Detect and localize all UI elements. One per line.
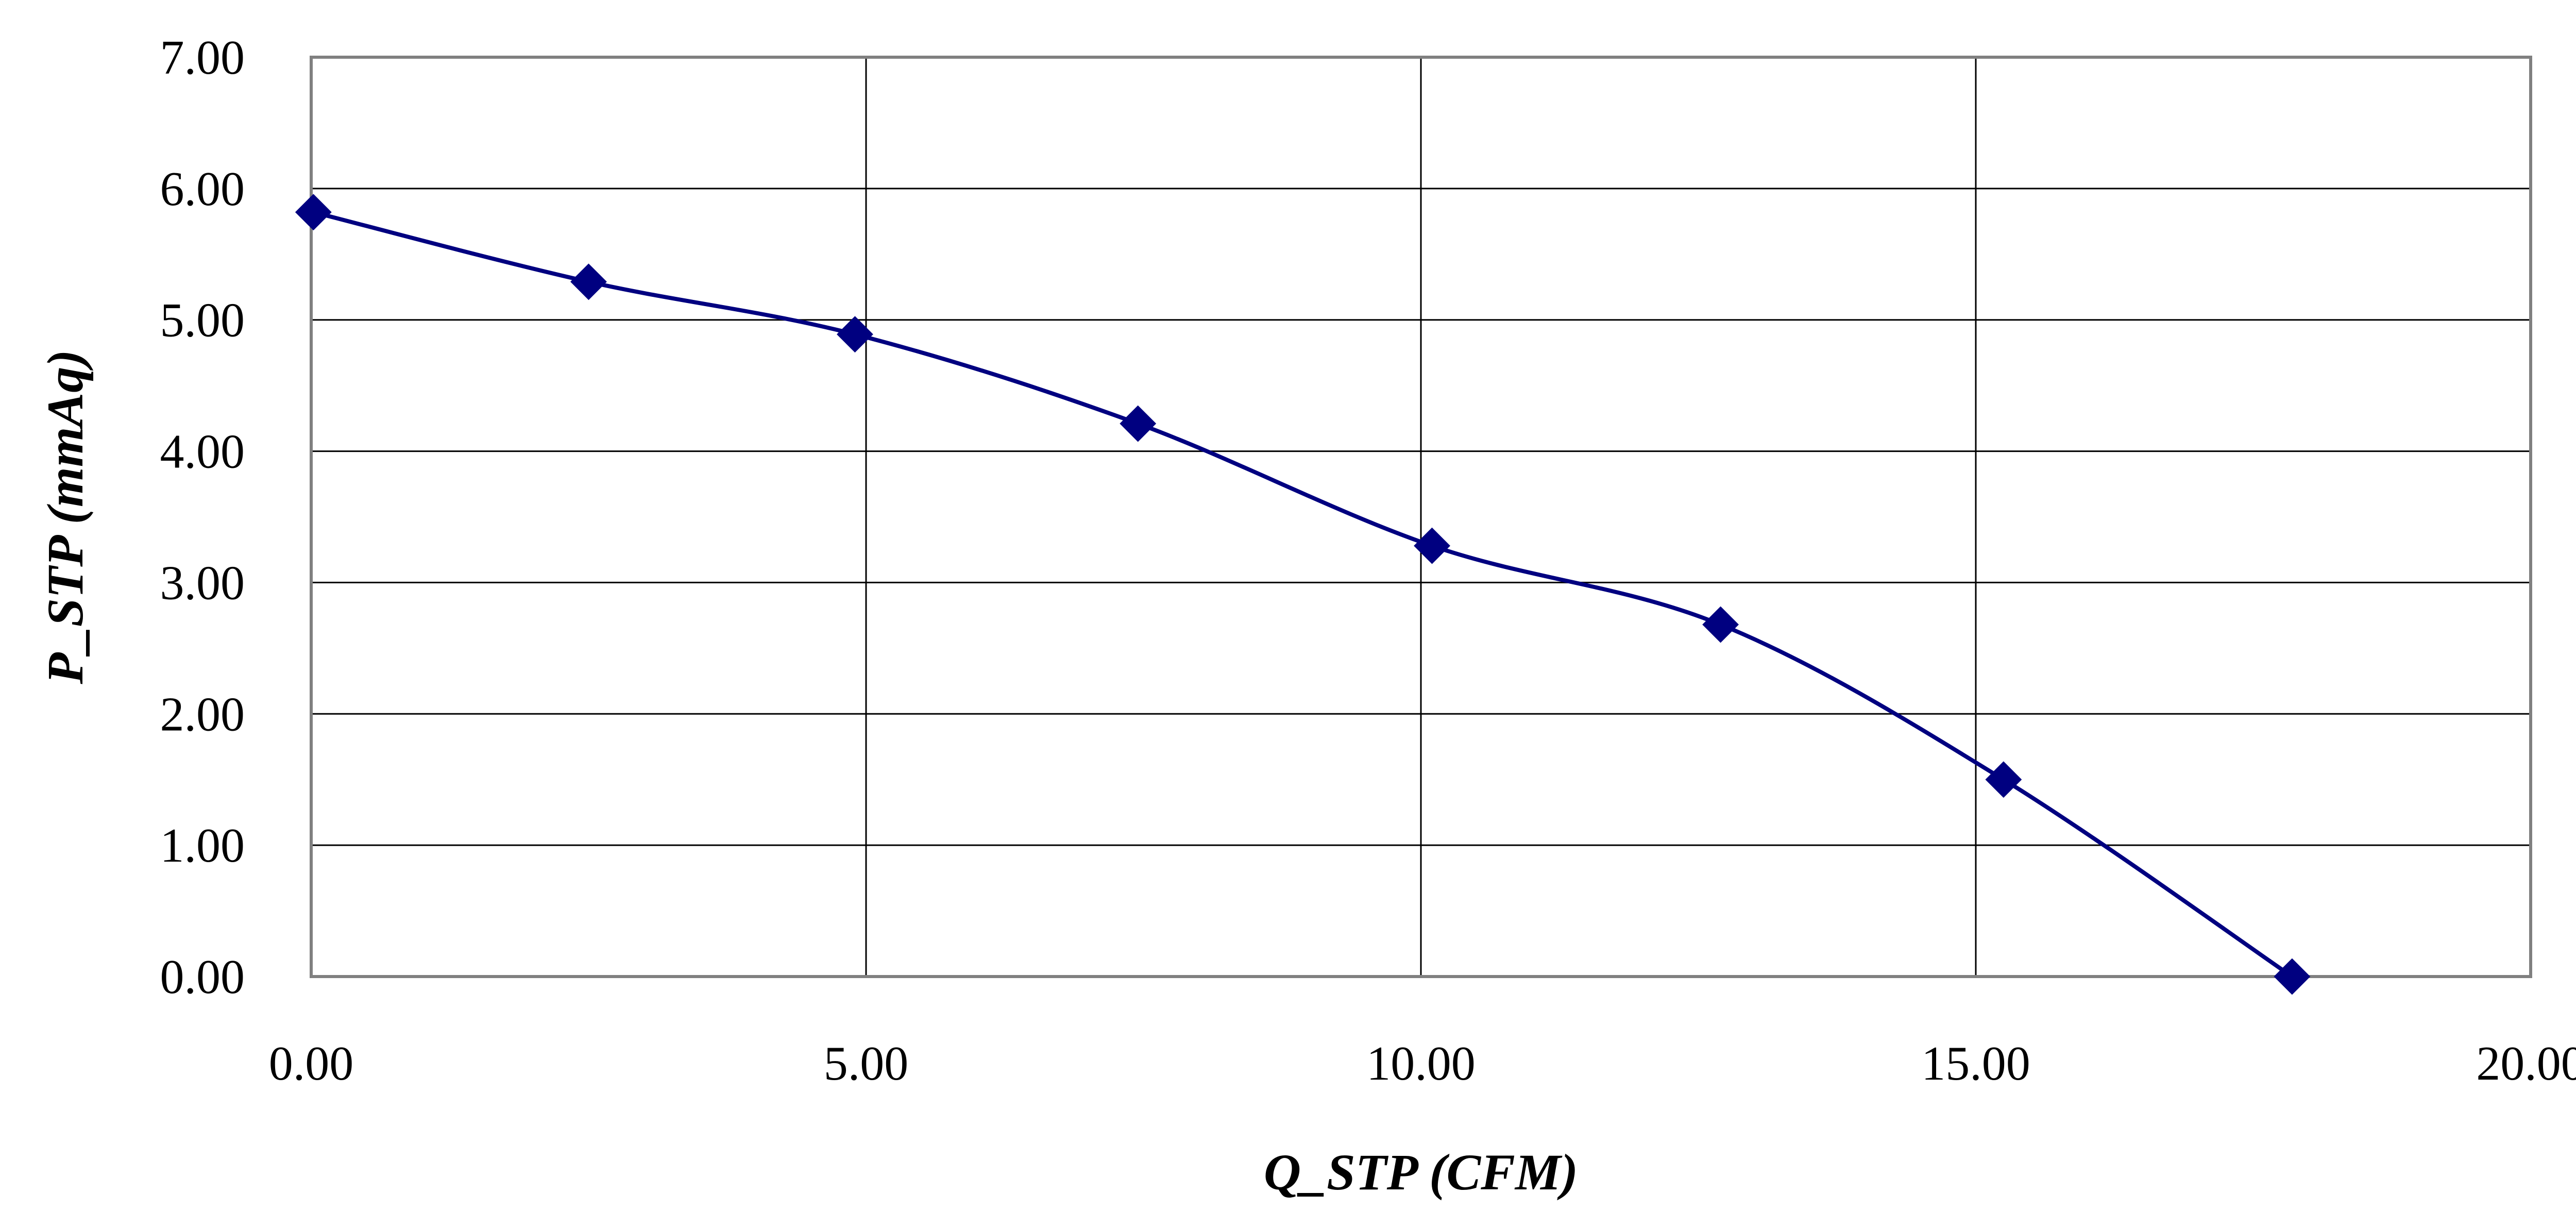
y-tick-label: 4.00 bbox=[160, 425, 245, 479]
plot-area-frame bbox=[310, 56, 2532, 978]
x-tick-label: 0.00 bbox=[269, 1037, 354, 1090]
tick-labels: 0.00 5.00 10.00 15.00 20.00 0.00 1.00 2.00 3.00 4… bbox=[160, 31, 2576, 1090]
data-point-marker bbox=[1985, 761, 2022, 798]
data-markers bbox=[295, 194, 2311, 995]
y-axis-title: P_STP (mmAq) bbox=[37, 349, 94, 684]
x-axis-title: Q_STP (CFM) bbox=[1264, 1144, 1578, 1201]
data-point-marker bbox=[1120, 405, 1157, 442]
y-tick-label: 6.00 bbox=[160, 162, 245, 216]
y-tick-label: 2.00 bbox=[160, 687, 245, 741]
data-point-marker bbox=[837, 316, 873, 353]
data-point-marker bbox=[295, 194, 332, 231]
data-point-marker bbox=[570, 263, 607, 300]
y-tick-label: 1.00 bbox=[160, 819, 245, 872]
y-tick-label: 3.00 bbox=[160, 556, 245, 610]
x-tick-label: 10.00 bbox=[1366, 1037, 1476, 1090]
y-tick-label: 7.00 bbox=[160, 31, 245, 85]
y-tick-label: 0.00 bbox=[160, 950, 245, 1004]
x-tick-label: 15.00 bbox=[1921, 1037, 2030, 1090]
data-point-marker bbox=[1414, 527, 1450, 564]
data-point-marker bbox=[1702, 606, 1739, 643]
x-tick-label: 5.00 bbox=[824, 1037, 909, 1090]
x-tick-label: 20.00 bbox=[2476, 1037, 2576, 1090]
data-point-marker bbox=[2274, 958, 2311, 995]
series-line bbox=[313, 210, 2294, 979]
y-tick-label: 5.00 bbox=[160, 294, 245, 347]
